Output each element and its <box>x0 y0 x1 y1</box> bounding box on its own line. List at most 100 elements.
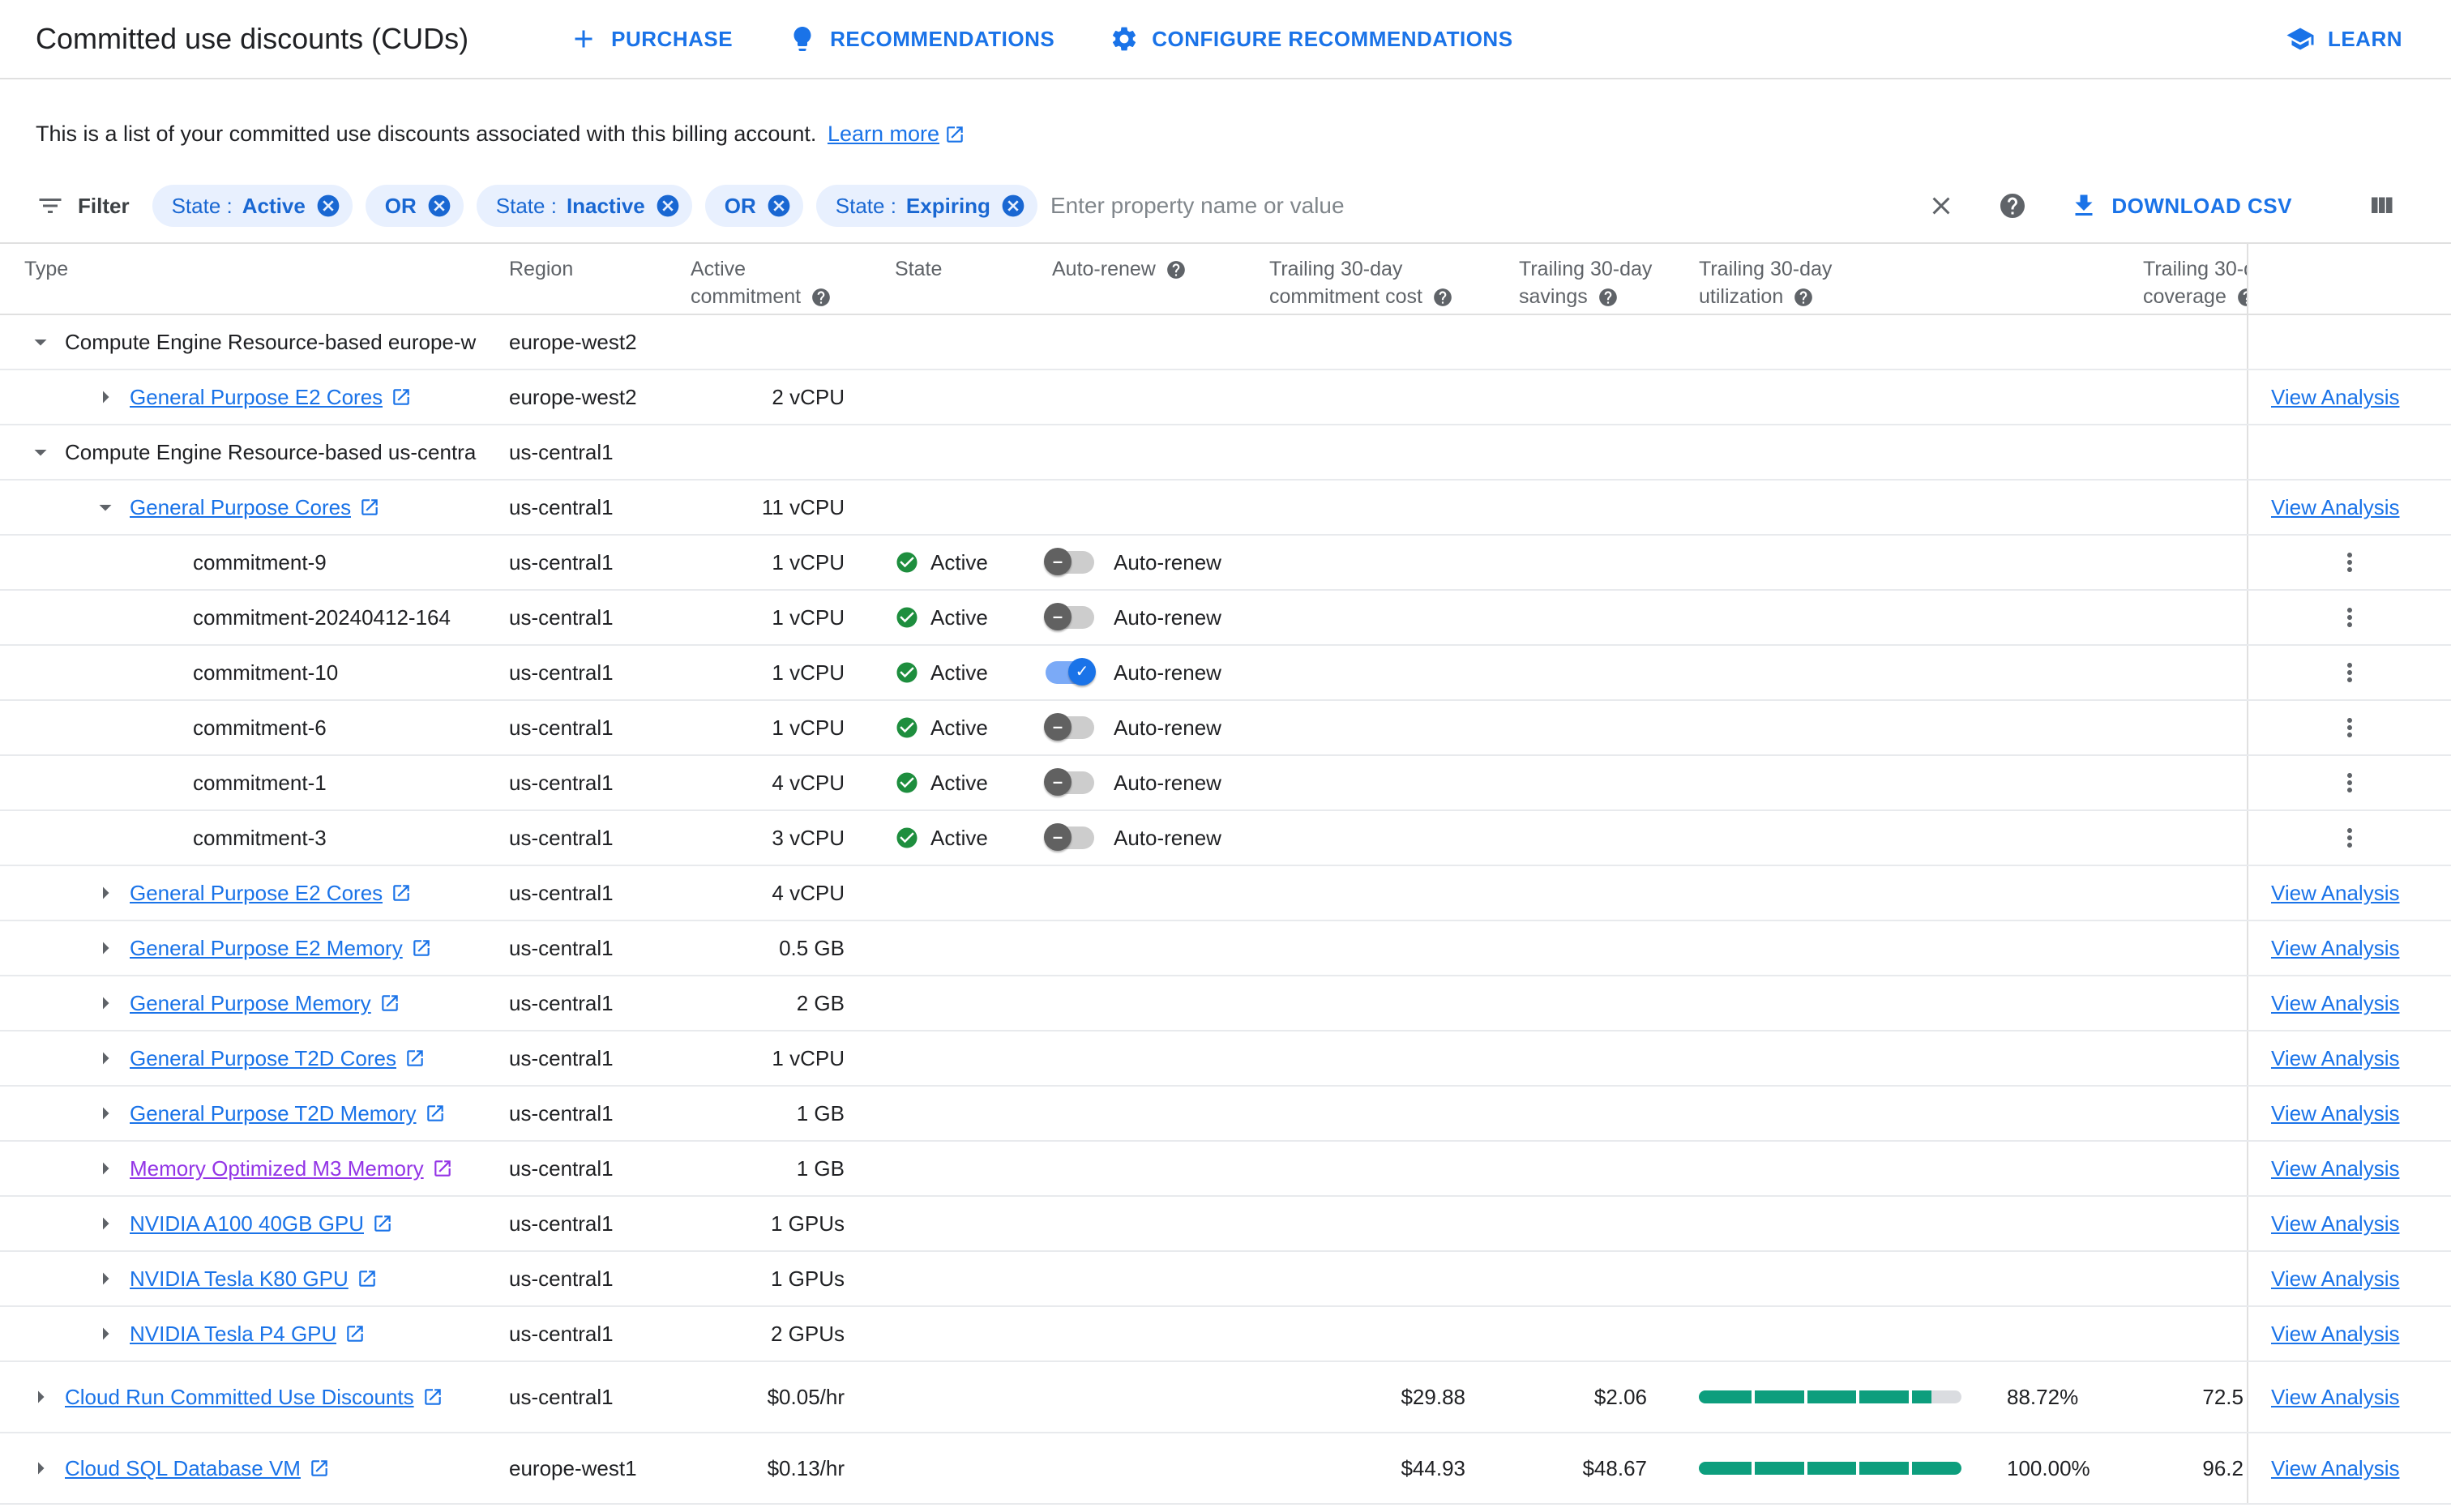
type-link[interactable]: NVIDIA A100 40GB GPU <box>130 1211 393 1237</box>
savings-help-button[interactable] <box>1598 287 1619 308</box>
expand-caret-icon[interactable] <box>91 382 120 412</box>
view-analysis-link[interactable]: View Analysis <box>2271 1455 2400 1480</box>
expand-caret-icon[interactable] <box>91 1264 120 1293</box>
expand-caret-icon[interactable] <box>91 1319 120 1348</box>
expand-caret-icon[interactable] <box>91 1209 120 1238</box>
column-header-auto-renew[interactable]: Auto-renew <box>1037 244 1264 314</box>
type-link[interactable]: Cloud SQL Database VM <box>65 1456 330 1481</box>
type-link[interactable]: General Purpose T2D Memory <box>130 1101 446 1126</box>
filter-chip[interactable]: State : Expiring <box>815 185 1037 227</box>
kebab-icon <box>2347 553 2352 572</box>
download-csv-button[interactable]: DOWNLOAD CSV <box>2069 191 2292 220</box>
type-link[interactable]: General Purpose E2 Cores <box>130 385 412 410</box>
type-link[interactable]: General Purpose Memory <box>130 991 400 1016</box>
savings-cell <box>1475 1142 1662 1195</box>
filter-chip[interactable]: State : Active <box>152 185 353 227</box>
view-analysis-link[interactable]: View Analysis <box>2271 1211 2400 1236</box>
filter-chip[interactable]: State : Inactive <box>476 185 692 227</box>
row-menu-button[interactable] <box>2335 658 2364 687</box>
column-header-state[interactable]: State <box>895 258 943 280</box>
chip-remove-button[interactable] <box>1000 193 1026 219</box>
expand-caret-icon[interactable] <box>91 1099 120 1128</box>
auto-renew-toggle[interactable]: – <box>1044 603 1094 630</box>
clear-filters-button[interactable] <box>1927 191 1956 220</box>
configure-recommendations-button[interactable]: CONFIGURE RECOMMENDATIONS <box>1110 24 1512 53</box>
auto-renew-toggle[interactable]: – <box>1044 713 1094 741</box>
collapse-caret-icon[interactable] <box>26 327 55 357</box>
view-analysis-link[interactable]: View Analysis <box>2271 494 2400 519</box>
expand-caret-icon[interactable] <box>91 989 120 1018</box>
column-header-coverage[interactable]: Trailing 30-d coverage <box>2107 244 2247 314</box>
chip-field: State : <box>495 193 557 218</box>
commitment-cost-help-button[interactable] <box>1432 287 1453 308</box>
column-header-region[interactable]: Region <box>509 258 574 280</box>
check-circle-icon <box>896 772 918 793</box>
table-row: commitment-20240412-164 us-central1 1 vCPU… <box>0 591 2451 646</box>
view-analysis-link[interactable]: View Analysis <box>2271 1266 2400 1291</box>
column-header-type[interactable]: Type <box>24 258 69 280</box>
learn-more-link[interactable]: Learn more <box>828 122 965 147</box>
type-link[interactable]: General Purpose Cores <box>130 495 380 520</box>
expand-caret-icon[interactable] <box>91 1044 120 1073</box>
chip-remove-button[interactable] <box>655 193 681 219</box>
filter-input[interactable] <box>1037 193 1914 219</box>
table-row: commitment-1 us-central1 4 vCPU Active – Auto… <box>0 756 2451 811</box>
chip-remove-button[interactable] <box>766 193 792 219</box>
type-link[interactable]: NVIDIA Tesla K80 GPU <box>130 1266 378 1292</box>
auto-renew-cell <box>1037 1307 1264 1360</box>
filter-help-button[interactable] <box>1998 191 2027 220</box>
auto-renew-toggle[interactable]: – <box>1044 823 1094 851</box>
download-icon <box>2075 194 2093 216</box>
row-menu-button[interactable] <box>2335 823 2364 852</box>
column-header-active-commitment[interactable]: Active commitment <box>689 244 883 314</box>
row-menu-button[interactable] <box>2335 768 2364 797</box>
active-commitment-help-button[interactable] <box>811 287 832 308</box>
auto-renew-toggle[interactable]: – <box>1044 548 1094 575</box>
recommendations-button[interactable]: RECOMMENDATIONS <box>788 24 1054 53</box>
view-analysis-link[interactable]: View Analysis <box>2271 1155 2400 1181</box>
purchase-button[interactable]: PURCHASE <box>569 24 733 53</box>
view-analysis-link[interactable]: View Analysis <box>2271 935 2400 960</box>
auto-renew-toggle[interactable]: ✓ <box>1046 658 1096 686</box>
auto-renew-toggle[interactable]: – <box>1044 768 1094 796</box>
collapse-caret-icon[interactable] <box>26 438 55 467</box>
type-link[interactable]: Memory Optimized M3 Memory <box>130 1156 453 1181</box>
view-analysis-link[interactable]: View Analysis <box>2271 1100 2400 1125</box>
learn-button[interactable]: LEARN <box>2286 24 2402 53</box>
expand-caret-icon[interactable] <box>91 1154 120 1183</box>
collapse-caret-icon[interactable] <box>91 493 120 522</box>
savings-cell <box>1475 976 1662 1030</box>
chip-remove-button[interactable] <box>315 193 341 219</box>
view-analysis-link[interactable]: View Analysis <box>2271 1321 2400 1346</box>
expand-caret-icon[interactable] <box>91 878 120 908</box>
expand-caret-icon[interactable] <box>26 1382 55 1412</box>
filter-chip-or[interactable]: OR <box>365 185 464 227</box>
row-menu-button[interactable] <box>2335 548 2364 577</box>
type-link[interactable]: General Purpose E2 Memory <box>130 936 432 961</box>
auto-renew-help-button[interactable] <box>1166 259 1187 280</box>
type-cell: commitment-6 <box>0 701 503 754</box>
view-analysis-link[interactable]: View Analysis <box>2271 1045 2400 1070</box>
table-row: General Purpose T2D Memory us-central1 1 G… <box>0 1087 2451 1142</box>
type-link[interactable]: General Purpose T2D Cores <box>130 1046 426 1071</box>
view-analysis-link[interactable]: View Analysis <box>2271 990 2400 1015</box>
column-header-commitment-cost[interactable]: Trailing 30-day commitment cost <box>1264 244 1475 314</box>
column-header-utilization[interactable]: Trailing 30-day utilization <box>1699 258 1833 308</box>
chip-remove-button[interactable] <box>426 193 452 219</box>
row-menu-button[interactable] <box>2335 603 2364 632</box>
expand-caret-icon[interactable] <box>26 1454 55 1483</box>
view-analysis-link[interactable]: View Analysis <box>2271 880 2400 905</box>
type-link[interactable]: Cloud Run Committed Use Discounts <box>65 1385 443 1410</box>
view-analysis-link[interactable]: View Analysis <box>2271 384 2400 409</box>
type-link[interactable]: NVIDIA Tesla P4 GPU <box>130 1322 366 1347</box>
filter-chip-or[interactable]: OR <box>704 185 803 227</box>
view-analysis-link[interactable]: View Analysis <box>2271 1384 2400 1409</box>
type-link[interactable]: General Purpose E2 Cores <box>130 881 412 906</box>
row-menu-button[interactable] <box>2335 713 2364 742</box>
expand-caret-icon[interactable] <box>91 933 120 963</box>
region-cell: us-central1 <box>509 880 614 905</box>
coverage-help-button[interactable] <box>2236 287 2247 308</box>
column-header-savings[interactable]: Trailing 30-day savings <box>1519 258 1653 308</box>
column-display-options-button[interactable] <box>2367 191 2396 220</box>
utilization-help-button[interactable] <box>1793 287 1814 308</box>
